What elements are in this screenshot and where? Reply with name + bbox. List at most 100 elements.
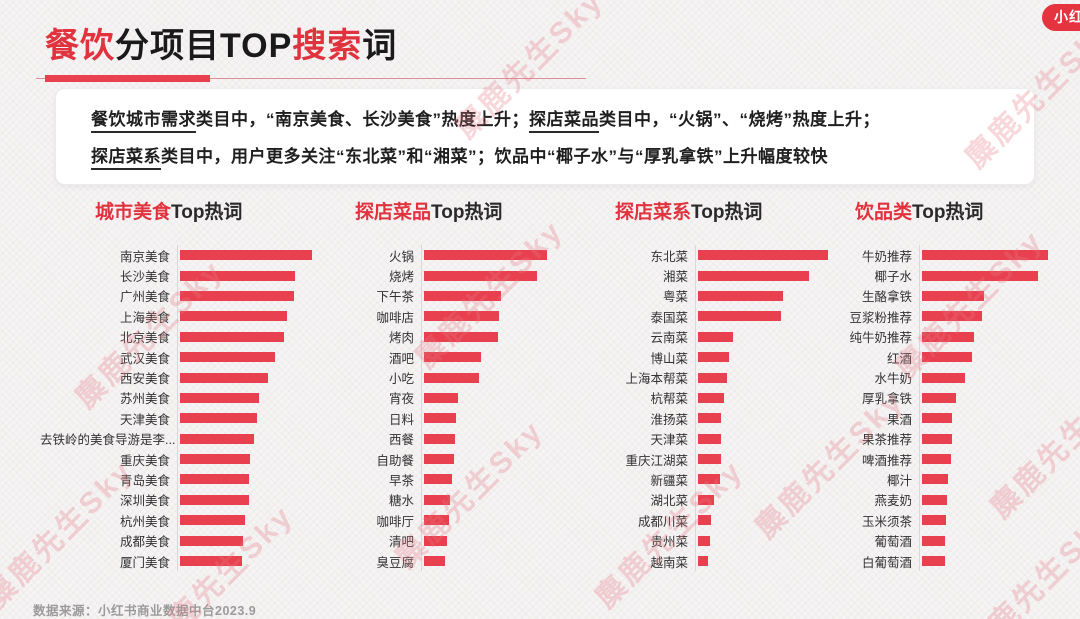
bar <box>424 270 537 281</box>
bar-track <box>177 530 330 551</box>
bar-track <box>919 448 1060 470</box>
title-divider-line <box>36 78 586 79</box>
bar-track <box>421 530 560 551</box>
bar <box>180 250 312 261</box>
bar-label: 杭帮菜 <box>650 392 688 407</box>
bar-label: 酒吧 <box>388 351 414 366</box>
chart-title-red: 饮品类 <box>855 202 913 223</box>
bar-label: 云南菜 <box>650 331 688 346</box>
chart-title-dark: Top热词 <box>691 202 763 223</box>
bar-row: 南京美食 <box>40 245 330 266</box>
bar <box>922 270 1038 281</box>
bar <box>922 372 965 383</box>
bar-row: 白葡萄酒 <box>790 550 1060 572</box>
bar-track <box>421 428 560 449</box>
bar-track <box>421 510 560 531</box>
bar-track <box>421 408 560 429</box>
bar-track <box>919 265 1060 286</box>
bar-track <box>421 367 560 388</box>
bar <box>180 556 242 567</box>
bar-label: 深圳美食 <box>119 494 170 509</box>
bar-track <box>177 428 330 449</box>
bar-track <box>695 448 824 470</box>
bar-track <box>421 306 560 327</box>
bar-label: 水牛奶 <box>874 372 912 387</box>
bar-row: 泰国菜 <box>562 306 824 327</box>
bar-label: 早茶 <box>388 473 414 488</box>
bar <box>922 494 947 505</box>
chart-dishes: 探店菜品Top热词 火锅 烧烤 下午茶 咖啡店 烤肉 酒吧 小吃 宵夜 日料 西餐 自助餐 早茶 糖水咖… <box>302 197 560 572</box>
chart-title: 探店菜品Top热词 <box>302 197 560 224</box>
bar <box>424 392 458 403</box>
bar-row: 厚乳拿铁 <box>790 387 1060 409</box>
bar <box>698 290 783 301</box>
bar-label: 下午茶 <box>376 290 414 305</box>
bar <box>698 556 708 567</box>
bar-label: 淮扬菜 <box>650 412 688 427</box>
bar-label: 烤肉 <box>388 331 414 346</box>
bar-label: 红酒 <box>886 351 912 366</box>
chart-title: 饮品类Top热词 <box>790 197 1060 224</box>
bar-track <box>919 306 1060 327</box>
bar-row: 天津菜 <box>562 428 824 449</box>
bar-label: 果酒 <box>886 412 912 427</box>
bar-label: 西安美食 <box>119 372 170 387</box>
bar-track <box>695 265 824 286</box>
bar-label: 武汉美食 <box>119 351 170 366</box>
bar-track <box>421 550 560 572</box>
bar-row: 葡萄酒 <box>790 530 1060 551</box>
bar <box>698 331 733 342</box>
bar-track <box>919 408 1060 429</box>
bar-row: 杭帮菜 <box>562 387 824 409</box>
bar <box>424 372 479 383</box>
bar-label: 西餐 <box>388 433 414 448</box>
bar-track <box>177 265 330 286</box>
bar-row: 牛奶推荐 <box>790 245 1060 266</box>
bar-row: 粤菜 <box>562 285 824 307</box>
bar-label: 杭州美食 <box>119 514 170 529</box>
bar-row: 咖啡店 <box>302 306 560 327</box>
bar-row: 湘菜 <box>562 265 824 286</box>
bar <box>922 331 974 342</box>
bar <box>180 311 287 322</box>
bar-track <box>177 285 330 307</box>
bar-track <box>695 245 828 266</box>
summary-segment: 类目中，“南京美食、长沙美食”热度上升； <box>196 110 529 129</box>
bar-track <box>177 448 330 470</box>
bar-row: 重庆江湖菜 <box>562 448 824 470</box>
bar <box>698 515 711 526</box>
bar-row: 新疆菜 <box>562 469 824 490</box>
bar-row: 北京美食 <box>40 326 330 347</box>
bar-label: 白葡萄酒 <box>861 555 912 570</box>
chart-title-red: 探店菜品 <box>355 202 432 223</box>
bar-track <box>919 428 1060 449</box>
bar <box>180 494 249 505</box>
bar <box>922 474 948 485</box>
bar-row: 湖北菜 <box>562 489 824 511</box>
bar-label: 日料 <box>388 412 414 427</box>
bar-track <box>177 408 330 429</box>
bar-track <box>919 489 1060 511</box>
bar-row: 烧烤 <box>302 265 560 286</box>
bar-label: 臭豆腐 <box>376 555 414 570</box>
bar-label: 葡萄酒 <box>874 535 912 550</box>
bar-row: 上海本帮菜 <box>562 367 824 388</box>
bar-row: 纯牛奶推荐 <box>790 326 1060 347</box>
chart-title-dark: Top热词 <box>912 202 984 223</box>
bar <box>180 372 268 383</box>
bar-label: 越南菜 <box>650 555 688 570</box>
bar-label: 天津美食 <box>119 412 170 427</box>
bar <box>922 454 951 465</box>
bar-row: 下午茶 <box>302 285 560 307</box>
bar-label: 长沙美食 <box>119 270 170 285</box>
bar <box>180 474 249 485</box>
bar <box>180 352 275 363</box>
bar-label: 粤菜 <box>662 290 688 305</box>
page-title: 餐饮分项目TOP搜索词 <box>45 18 397 67</box>
chart-cuisines: 探店菜系Top热词 东北菜 湘菜 粤菜 泰国菜 云南菜 博山菜 上海本帮菜 杭帮菜 淮扬菜 天津菜… <box>562 197 828 572</box>
bar-label: 博山菜 <box>650 351 688 366</box>
bar-label: 啤酒推荐 <box>861 453 912 468</box>
bar-label: 泰国菜 <box>650 310 688 325</box>
summary-segment: 餐饮城市需求 <box>91 110 196 133</box>
